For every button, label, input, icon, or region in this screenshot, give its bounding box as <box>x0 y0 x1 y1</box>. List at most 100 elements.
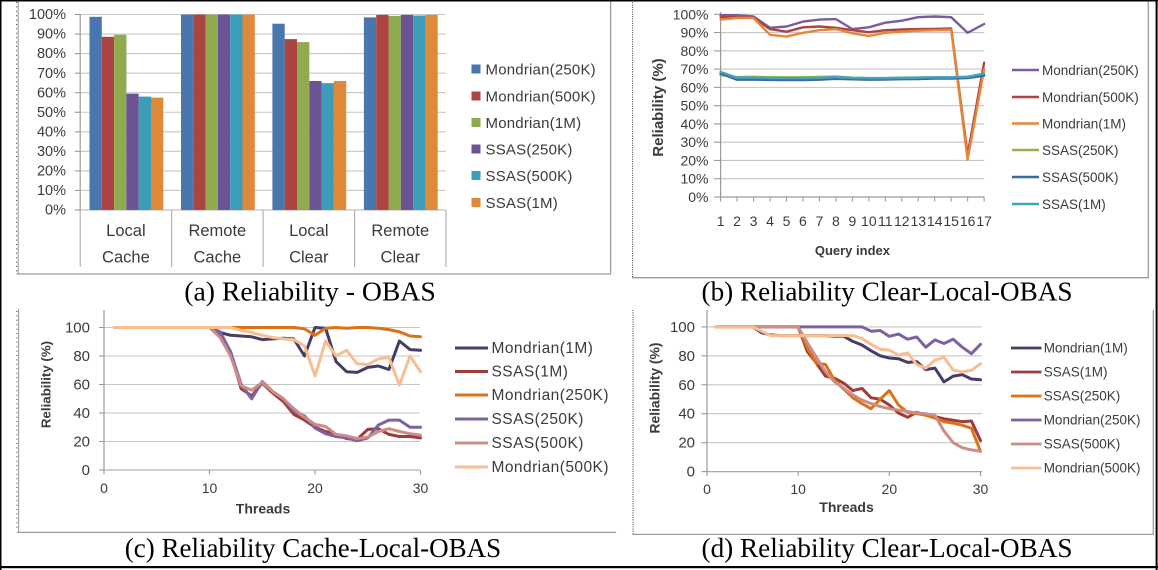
svg-text:SSAS(250K): SSAS(250K) <box>1044 389 1121 404</box>
svg-text:Mondrian(1M): Mondrian(1M) <box>1042 117 1126 132</box>
svg-text:SSAS(250K): SSAS(250K) <box>486 142 573 159</box>
svg-text:Reliability (%): Reliability (%) <box>647 342 663 433</box>
svg-text:Clear: Clear <box>381 249 421 267</box>
svg-text:40%: 40% <box>680 116 708 132</box>
svg-text:2: 2 <box>733 213 741 229</box>
svg-text:Cache: Cache <box>193 249 241 267</box>
svg-text:20%: 20% <box>680 152 708 168</box>
svg-text:0%: 0% <box>45 203 66 219</box>
svg-text:Mondrian(500K): Mondrian(500K) <box>1042 90 1139 105</box>
svg-text:Threads: Threads <box>819 499 874 515</box>
svg-text:4: 4 <box>766 213 774 229</box>
svg-text:(a) Reliability - OBAS: (a) Reliability - OBAS <box>184 276 435 307</box>
svg-text:80: 80 <box>73 348 90 365</box>
svg-text:Local: Local <box>106 222 145 240</box>
svg-text:50%: 50% <box>680 98 708 114</box>
svg-text:Mondrian(1M): Mondrian(1M) <box>1044 341 1128 356</box>
svg-text:70%: 70% <box>680 61 708 77</box>
svg-text:Cache: Cache <box>102 249 150 267</box>
svg-text:Mondrian(1M): Mondrian(1M) <box>486 115 582 132</box>
svg-text:Mondrian(500K): Mondrian(500K) <box>486 89 596 106</box>
svg-text:20: 20 <box>882 481 898 497</box>
svg-text:0: 0 <box>703 481 711 497</box>
svg-text:80: 80 <box>678 348 695 365</box>
svg-text:9: 9 <box>848 213 856 229</box>
svg-text:10: 10 <box>790 481 806 497</box>
svg-text:Remote: Remote <box>188 222 246 240</box>
svg-text:SSAS(250K): SSAS(250K) <box>1042 143 1119 158</box>
svg-text:SSAS(1M): SSAS(1M) <box>492 364 569 381</box>
svg-text:80%: 80% <box>680 43 708 59</box>
svg-text:(d) Reliability Clear-Local-OB: (d) Reliability Clear-Local-OBAS <box>702 533 1073 563</box>
svg-text:Mondrian(500K): Mondrian(500K) <box>492 459 609 476</box>
svg-text:SSAS(1M): SSAS(1M) <box>1044 365 1108 380</box>
svg-text:17: 17 <box>976 213 992 229</box>
svg-text:20: 20 <box>307 480 323 496</box>
svg-text:60: 60 <box>678 377 695 394</box>
svg-text:80%: 80% <box>37 46 66 62</box>
svg-text:SSAS(1M): SSAS(1M) <box>1042 197 1106 212</box>
svg-text:10: 10 <box>861 213 877 229</box>
svg-text:70%: 70% <box>37 66 66 82</box>
svg-text:10%: 10% <box>37 183 66 199</box>
svg-text:30%: 30% <box>37 144 66 160</box>
svg-text:15: 15 <box>943 213 959 229</box>
svg-text:6: 6 <box>799 213 807 229</box>
svg-text:SSAS(500K): SSAS(500K) <box>1044 437 1121 452</box>
svg-text:Reliability (%): Reliability (%) <box>39 341 54 428</box>
svg-text:11: 11 <box>878 213 893 229</box>
svg-text:30: 30 <box>413 480 429 496</box>
svg-text:Mondrian(250K): Mondrian(250K) <box>486 62 596 79</box>
svg-text:SSAS(500K): SSAS(500K) <box>492 435 584 452</box>
svg-text:SSAS(500K): SSAS(500K) <box>486 168 573 185</box>
svg-text:40: 40 <box>678 406 695 423</box>
svg-text:Remote: Remote <box>371 222 429 240</box>
svg-text:16: 16 <box>960 213 976 229</box>
svg-text:13: 13 <box>910 213 926 229</box>
svg-text:50%: 50% <box>37 105 66 121</box>
svg-text:90%: 90% <box>37 27 66 43</box>
svg-text:100%: 100% <box>29 7 66 23</box>
svg-text:Local: Local <box>289 222 328 240</box>
svg-text:90%: 90% <box>680 25 708 41</box>
svg-text:10%: 10% <box>680 171 708 187</box>
svg-text:40: 40 <box>73 405 90 422</box>
svg-text:20: 20 <box>678 435 695 452</box>
svg-text:30%: 30% <box>680 134 708 150</box>
svg-text:1: 1 <box>717 213 725 229</box>
svg-text:12: 12 <box>894 213 910 229</box>
svg-text:Threads: Threads <box>236 501 291 517</box>
svg-text:0%: 0% <box>688 189 708 205</box>
svg-text:0: 0 <box>82 462 90 479</box>
svg-text:SSAS(500K): SSAS(500K) <box>1042 170 1119 185</box>
svg-text:60%: 60% <box>37 85 66 101</box>
svg-text:5: 5 <box>783 213 791 229</box>
svg-text:3: 3 <box>750 213 758 229</box>
svg-text:Mondrian(500K): Mondrian(500K) <box>1044 461 1141 476</box>
svg-text:100: 100 <box>65 320 90 337</box>
svg-text:100%: 100% <box>673 6 709 22</box>
svg-text:20: 20 <box>73 434 90 451</box>
svg-text:8: 8 <box>832 213 840 229</box>
svg-text:10: 10 <box>202 480 218 496</box>
svg-text:0: 0 <box>687 464 695 481</box>
svg-text:Mondrian(250K): Mondrian(250K) <box>1044 413 1141 428</box>
svg-text:100: 100 <box>670 319 695 336</box>
svg-text:(b) Reliability Clear-Local-OB: (b) Reliability Clear-Local-OBAS <box>702 277 1073 307</box>
svg-text:0: 0 <box>100 480 108 496</box>
svg-text:Mondrian(250K): Mondrian(250K) <box>492 387 609 404</box>
svg-text:Mondrian(250K): Mondrian(250K) <box>1042 63 1139 78</box>
svg-text:40%: 40% <box>37 124 66 140</box>
svg-text:Clear: Clear <box>289 249 329 267</box>
svg-text:Query index: Query index <box>815 243 891 258</box>
svg-text:Reliability (%): Reliability (%) <box>650 58 667 156</box>
svg-text:SSAS(1M): SSAS(1M) <box>486 195 558 212</box>
svg-text:60: 60 <box>73 377 90 394</box>
svg-text:Mondrian(1M): Mondrian(1M) <box>492 340 594 357</box>
svg-text:30: 30 <box>973 481 989 497</box>
svg-text:7: 7 <box>816 213 824 229</box>
svg-text:(c) Reliability Cache-Local-OB: (c) Reliability Cache-Local-OBAS <box>125 533 501 563</box>
svg-text:20%: 20% <box>37 164 66 180</box>
svg-text:SSAS(250K): SSAS(250K) <box>492 411 584 428</box>
svg-text:60%: 60% <box>680 79 708 95</box>
